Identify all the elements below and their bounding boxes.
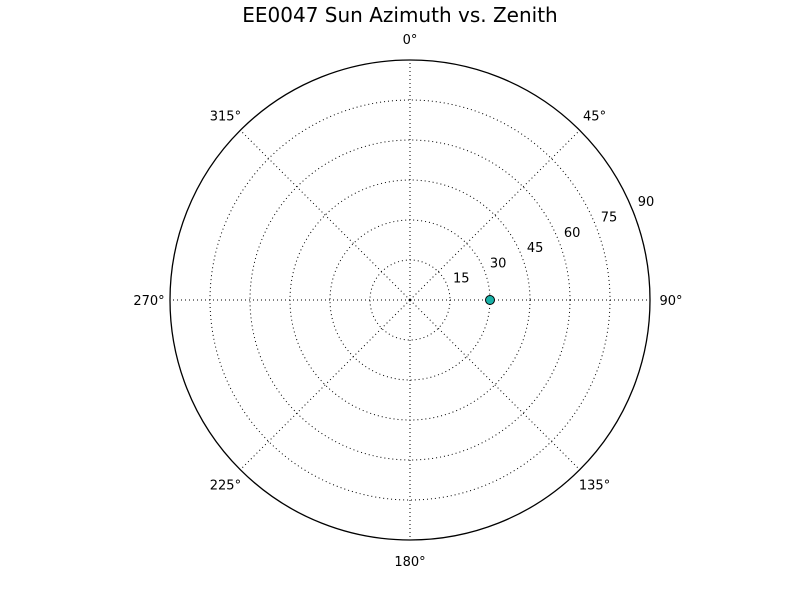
angle-tick-label: 180° (394, 555, 425, 570)
chart-title: EE0047 Sun Azimuth vs. Zenith (242, 3, 558, 27)
angle-tick-label: 315° (210, 109, 241, 124)
angle-tick-label: 0° (403, 33, 418, 48)
angle-gridline-315 (239, 129, 411, 301)
radial-tick-label: 45 (527, 241, 544, 256)
angle-gridline-45 (409, 129, 581, 301)
angle-tick-label: 225° (210, 479, 241, 494)
radial-tick-labels: 15 30 45 60 75 90 (453, 195, 654, 287)
angle-gridline-135 (409, 299, 581, 471)
radial-tick-label: 30 (490, 256, 507, 271)
angle-gridline-225 (239, 299, 411, 471)
data-layer (408, 295, 495, 305)
angle-tick-label: 135° (579, 479, 610, 494)
angle-tick-label: 90° (659, 294, 682, 309)
angle-tick-label: 45° (583, 109, 606, 124)
sun-position-point (485, 295, 495, 305)
polar-outer-ring (169, 59, 651, 541)
radial-tick-label: 15 (453, 272, 470, 287)
radial-tick-label: 60 (564, 226, 581, 241)
angle-tick-label: 270° (133, 294, 164, 309)
polar-origin (408, 298, 412, 302)
angle-tick-labels: 0° 45° 90° 135° 180° 225° 270° 315° (133, 33, 682, 570)
radial-tick-label: 75 (601, 210, 618, 225)
radial-tick-label: 90 (638, 195, 655, 210)
grid-layer (170, 60, 650, 540)
